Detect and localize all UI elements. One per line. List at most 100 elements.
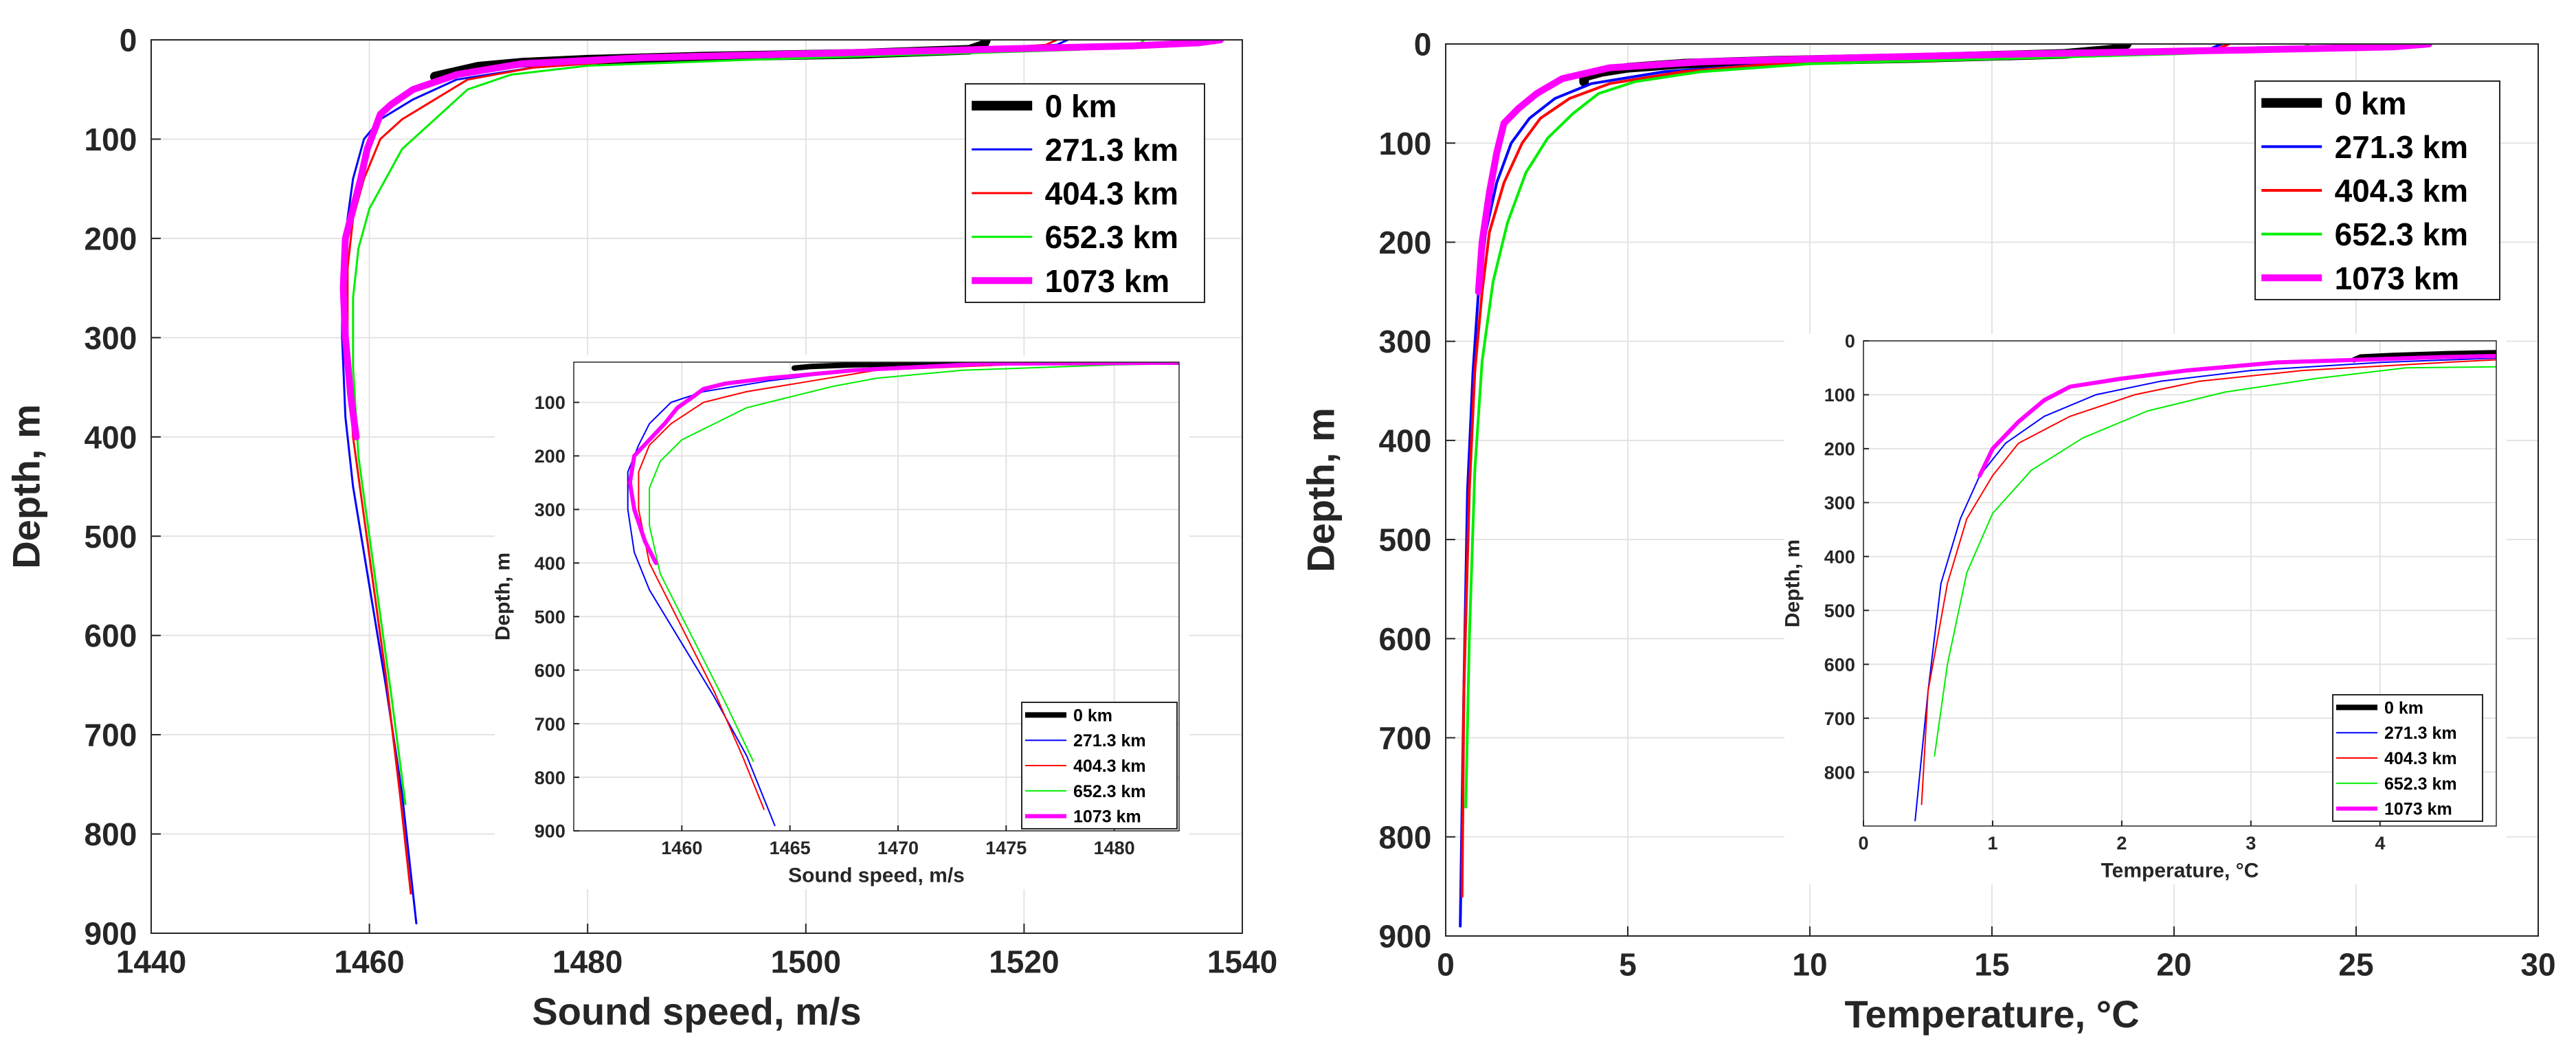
main-sound-y-tick-label: 600 — [85, 618, 137, 654]
main-temperature-series-line-3 — [1464, 44, 2311, 809]
main-temperature-legend-label-4: 1073 km — [2335, 260, 2460, 296]
main-temperature-x-tick-label: 5 — [1619, 947, 1637, 983]
inset-temperature-legend-label-3: 652.3 km — [2384, 774, 2457, 794]
main-sound-legend-label-0: 0 km — [1045, 88, 1117, 124]
inset-sound-series-line-3 — [649, 363, 1179, 762]
inset-temperature-series-line-2 — [1920, 359, 2496, 805]
inset-temperature-x-tick-label: 0 — [1858, 833, 1868, 854]
main-temperature-legend-label-2: 404.3 km — [2335, 173, 2468, 209]
inset-temperature-chart: 0 1 2 3 4 0 100 200 300 400 500 600 700 800 Temperatur… — [1781, 331, 2507, 884]
inset-temperature-legend-label-2: 404.3 km — [2384, 749, 2457, 768]
inset-sound-y-tick-label: 300 — [535, 500, 565, 520]
inset-sound-y-tick-label: 500 — [535, 607, 565, 627]
main-sound-y-tick-label: 300 — [85, 320, 137, 356]
main-sound-x-tick-label: 1520 — [989, 944, 1059, 980]
inset-sound-series-line-4 — [627, 362, 1179, 566]
main-sound-y-tick-label: 800 — [85, 816, 137, 852]
main-temperature-legend-label-1: 271.3 km — [2335, 129, 2468, 165]
main-temperature-x-tick-label: 10 — [1792, 947, 1827, 983]
inset-temperature-series-group — [1914, 350, 2496, 822]
main-sound-series-line-3 — [352, 40, 1145, 805]
main-sound-y-tick-label: 500 — [85, 519, 137, 555]
main-temperature-x-tick-label: 30 — [2520, 947, 2555, 983]
main-sound-x-axis-label: Sound speed, m/s — [532, 990, 861, 1033]
inset-sound-legend: 0 km 271.3 km 404.3 km 652.3 km 1073 km — [1021, 702, 1178, 829]
inset-sound-y-tick-label: 200 — [535, 446, 565, 467]
inset-temperature-x-tick-label: 2 — [2116, 833, 2127, 854]
main-sound-legend-label-4: 1073 km — [1045, 263, 1170, 299]
inset-temperature-y-tick-label: 400 — [1824, 546, 1855, 567]
inset-sound-axes-box — [573, 361, 1180, 832]
inset-temperature-y-axis-label: Depth, m — [1781, 539, 1804, 627]
inset-sound-legend-label-4: 1073 km — [1073, 807, 1141, 827]
inset-temperature-y-tick-label: 100 — [1824, 385, 1855, 405]
inset-temperature-legend-label-4: 1073 km — [2384, 800, 2452, 819]
inset-temperature-legend-label-0: 0 km — [2384, 698, 2423, 717]
main-temperature-y-tick-label: 800 — [1379, 819, 1432, 855]
main-temperature-legend-label-0: 0 km — [2335, 85, 2407, 121]
inset-temperature-legend-label-1: 271.3 km — [2384, 724, 2457, 743]
main-sound-y-axis-label: Depth, m — [5, 404, 48, 569]
inset-sound-x-tick-label: 1475 — [985, 838, 1027, 858]
main-sound-x-tick-label: 1440 — [116, 944, 186, 980]
inset-sound-y-tick-label: 600 — [535, 660, 565, 681]
main-sound-x-tick-label: 1480 — [552, 944, 623, 980]
main-sound-x-tick-label: 1460 — [334, 944, 404, 980]
inset-sound-y-tick-label: 100 — [535, 392, 565, 413]
main-sound-y-tick-label: 900 — [85, 916, 137, 952]
main-sound-y-tick-label: 700 — [85, 717, 137, 753]
main-sound-y-tick-label: 0 — [120, 23, 137, 58]
main-sound-y-tick-label: 400 — [85, 419, 137, 455]
inset-sound-x-axis-label: Sound speed, m/s — [788, 864, 965, 887]
inset-temperature-y-tick-label: 700 — [1824, 709, 1855, 729]
main-sound-y-tick-label: 100 — [85, 122, 137, 157]
inset-temperature-y-tick-label: 600 — [1824, 654, 1855, 675]
main-temperature-x-tick-label: 25 — [2338, 947, 2373, 983]
main-sound-legend-label-2: 404.3 km — [1045, 176, 1178, 212]
inset-sound-legend-label-2: 404.3 km — [1073, 757, 1146, 776]
inset-temperature-legend: 0 km 271.3 km 404.3 km 652.3 km 1073 km — [2332, 694, 2483, 822]
inset-temperature-x-tick-label: 1 — [1987, 833, 1997, 854]
inset-sound-x-tick-label: 1465 — [770, 838, 811, 858]
inset-temperature-y-tick-label: 200 — [1824, 439, 1855, 460]
inset-temperature-series-line-3 — [1934, 366, 2496, 757]
main-temperature-x-tick-label: 0 — [1437, 947, 1455, 983]
main-temperature-y-tick-label: 400 — [1379, 423, 1432, 458]
inset-temperature-x-tick-label: 4 — [2375, 833, 2385, 854]
main-temperature-y-tick-label: 700 — [1379, 720, 1432, 756]
main-sound-axes-box — [150, 39, 1243, 934]
main-sound-legend-label-3: 652.3 km — [1045, 219, 1178, 255]
inset-temperature-series-line-1 — [1914, 357, 2496, 822]
main-temperature-y-tick-label: 100 — [1379, 126, 1432, 161]
main-temperature-y-tick-label: 900 — [1379, 919, 1432, 955]
inset-sound-series-line-2 — [638, 363, 1179, 810]
inset-temperature-y-tick-label: 300 — [1824, 493, 1855, 513]
main-sound-series-group — [339, 40, 1224, 925]
inset-sound-y-tick-label: 400 — [535, 553, 565, 574]
main-temperature-y-tick-label: 500 — [1379, 522, 1432, 558]
main-temperature-y-tick-label: 0 — [1414, 27, 1432, 63]
main-sound-x-tick-label: 1540 — [1207, 944, 1277, 980]
inset-temperature-series-line-4 — [1978, 354, 2496, 478]
inset-temperature-y-tick-label: 800 — [1824, 762, 1855, 783]
main-temperature-y-tick-label: 600 — [1379, 621, 1432, 657]
main-sound-legend: 0 km 271.3 km 404.3 km 652.3 km 1073 km — [965, 83, 1205, 303]
main-temperature-series-group — [1459, 44, 2432, 928]
inset-sound-y-tick-label: 900 — [535, 821, 565, 842]
main-temperature-x-axis-label: Temperature, °C — [1844, 992, 2139, 1036]
inset-sound-series-line-0 — [791, 362, 1179, 371]
main-temperature-y-axis-label: Depth, m — [1299, 408, 1343, 572]
main-sound-y-tick-label: 200 — [85, 221, 137, 256]
inset-sound-x-tick-label: 1480 — [1094, 838, 1135, 858]
inset-sound-y-tick-label: 700 — [535, 714, 565, 735]
inset-sound-y-axis-label: Depth, m — [491, 553, 514, 640]
inset-sound-legend-label-0: 0 km — [1073, 706, 1112, 725]
inset-sound-legend-label-3: 652.3 km — [1073, 782, 1146, 801]
inset-sound-x-tick-label: 1470 — [877, 838, 919, 858]
main-temperature-x-tick-label: 15 — [1974, 947, 2009, 983]
main-sound-series-line-4 — [339, 40, 1224, 441]
inset-temperature-axes-box — [1863, 340, 2497, 827]
main-temperature-y-tick-label: 200 — [1379, 225, 1432, 260]
inset-temperature-y-tick-label: 0 — [1845, 331, 1855, 352]
main-temperature-y-tick-label: 300 — [1379, 324, 1432, 359]
